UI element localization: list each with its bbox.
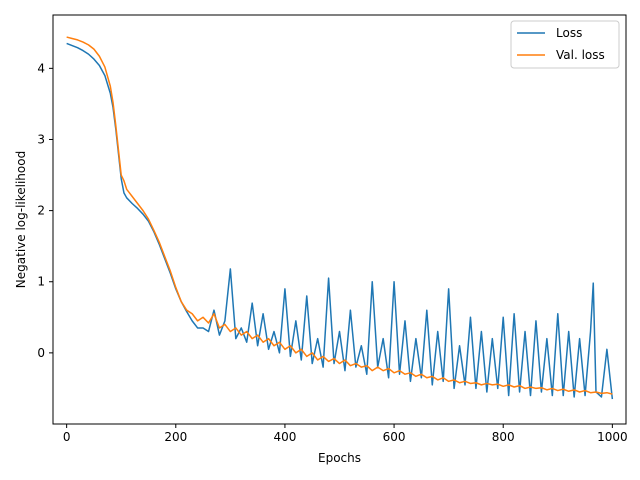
y-tick-label: 2 — [37, 204, 45, 218]
y-axis-label: Negative log-likelihood — [14, 151, 28, 288]
legend: Loss Val. loss — [510, 20, 620, 69]
x-tick-label: 0 — [63, 430, 71, 444]
plot-frame — [52, 14, 627, 425]
x-tick-label: 1000 — [597, 430, 628, 444]
series-line-val-loss — [66, 36, 613, 395]
y-tick-label: 1 — [37, 275, 45, 289]
x-tick-label: 800 — [492, 430, 515, 444]
series-layer — [66, 36, 614, 400]
x-tick-label: 600 — [383, 430, 406, 444]
series-line-loss — [66, 42, 614, 400]
x-axis-ticks: 0 200 400 600 800 1000 — [63, 424, 628, 444]
y-axis-ticks: 0 1 2 3 4 — [37, 61, 53, 360]
x-tick-label: 400 — [273, 430, 296, 444]
x-axis-label: Epochs — [318, 451, 361, 465]
legend-label-loss: Loss — [556, 26, 582, 40]
x-tick-label: 200 — [164, 430, 187, 444]
y-tick-label: 4 — [37, 61, 45, 75]
legend-label-val-loss: Val. loss — [556, 48, 605, 62]
y-tick-label: 0 — [37, 346, 45, 360]
y-tick-label: 3 — [37, 132, 45, 146]
